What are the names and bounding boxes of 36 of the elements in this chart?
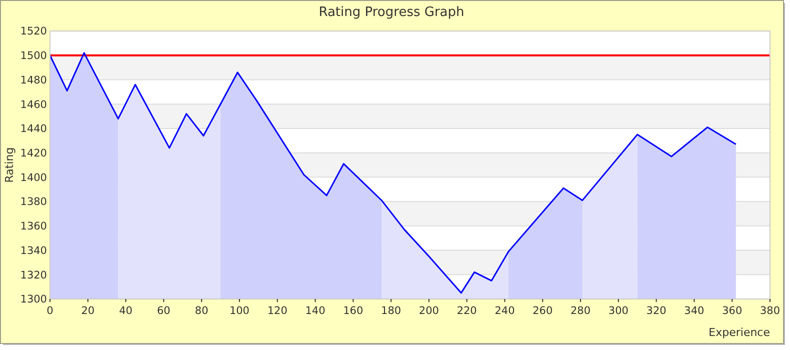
chart-title: Rating Progress Graph bbox=[318, 5, 464, 20]
y-tick-label: 1340 bbox=[20, 244, 47, 257]
x-tick-label: 200 bbox=[418, 305, 439, 317]
x-tick-label: 340 bbox=[684, 305, 704, 317]
x-tick-label: 140 bbox=[305, 305, 326, 317]
x-tick-label: 0 bbox=[46, 305, 54, 317]
x-axis-title: Experience bbox=[708, 326, 770, 339]
y-tick-label: 1320 bbox=[20, 269, 47, 282]
x-tick-label: 260 bbox=[532, 305, 553, 317]
x-tick-label: 20 bbox=[81, 305, 95, 317]
y-tick-label: 1360 bbox=[20, 220, 47, 233]
y-tick-label: 1500 bbox=[20, 50, 47, 62]
x-tick-label: 180 bbox=[381, 305, 402, 317]
y-tick-label: 1420 bbox=[20, 147, 47, 160]
y-tick-label: 1520 bbox=[20, 26, 47, 38]
y-tick-label: 1300 bbox=[20, 294, 47, 306]
x-tick-label: 160 bbox=[343, 305, 364, 317]
y-tick-label: 1380 bbox=[20, 196, 47, 208]
x-tick-label: 240 bbox=[494, 305, 515, 317]
x-tick-label: 100 bbox=[229, 305, 250, 317]
x-tick-label: 360 bbox=[722, 305, 742, 317]
x-tick-label: 60 bbox=[156, 305, 170, 317]
x-tick-label: 220 bbox=[456, 305, 477, 317]
x-tick-label: 40 bbox=[119, 305, 132, 317]
x-tick-label: 380 bbox=[760, 305, 780, 317]
y-tick-label: 1460 bbox=[20, 98, 47, 111]
y-tick-label: 1400 bbox=[20, 172, 47, 184]
y-axis-title: Rating bbox=[3, 147, 16, 183]
y-tick-label: 1480 bbox=[20, 74, 47, 86]
y-tick-label: 1440 bbox=[20, 123, 47, 136]
x-tick-label: 280 bbox=[570, 305, 591, 317]
x-tick-label: 300 bbox=[608, 305, 628, 317]
x-tick-label: 320 bbox=[646, 305, 666, 317]
x-tick-label: 80 bbox=[194, 305, 208, 317]
line-series bbox=[49, 52, 737, 294]
x-tick-label: 120 bbox=[267, 305, 288, 317]
